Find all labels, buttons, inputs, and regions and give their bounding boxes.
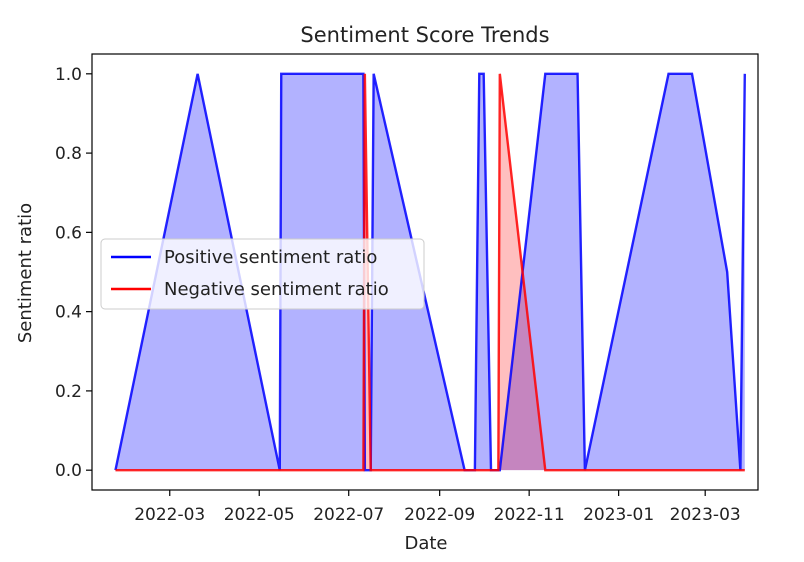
legend: Positive sentiment ratio Negative sentime… [100,238,425,310]
positive-sentiment-ratio-line [114,72,746,472]
x-axis-label: Date [404,533,447,554]
y-tick-label: 0.6 [55,223,82,243]
negative-sentiment-ratio-line [115,73,745,472]
plot-frame [91,53,759,491]
y-tick-label: 1.0 [55,65,82,85]
x-tick-label: 2023-03 [670,505,741,525]
y-tick-label: 0.4 [55,303,82,323]
positive-sentiment-ratio-area [115,73,745,471]
x-tick-label: 2022-05 [224,505,295,525]
y-tick-label: 0.2 [55,382,82,402]
x-tick-label: 2022-11 [494,505,565,525]
y-axis-label: Sentiment ratio [15,203,36,343]
positive-sentiment-ratio-legend-label: Positive sentiment ratio [164,247,377,268]
y-tick-label: 0.8 [55,144,82,164]
negative-sentiment-ratio-legend-label: Negative sentiment ratio [164,279,389,300]
y-tick-label: 0.0 [55,461,82,481]
x-tick-label: 2022-03 [134,505,205,525]
y-axis: 0.0 0.2 0.4 0.6 0.8 1.0 [55,65,92,481]
legend-box [100,238,425,310]
chart-title: Sentiment Score Trends [300,23,549,47]
plot-area [114,72,746,472]
x-tick-label: 2022-09 [404,505,475,525]
x-tick-label: 2023-01 [583,505,654,525]
x-tick-label: 2022-07 [313,505,384,525]
x-axis: 2022-03 2022-05 2022-07 2022-09 2022-11 2023-… [134,490,741,525]
